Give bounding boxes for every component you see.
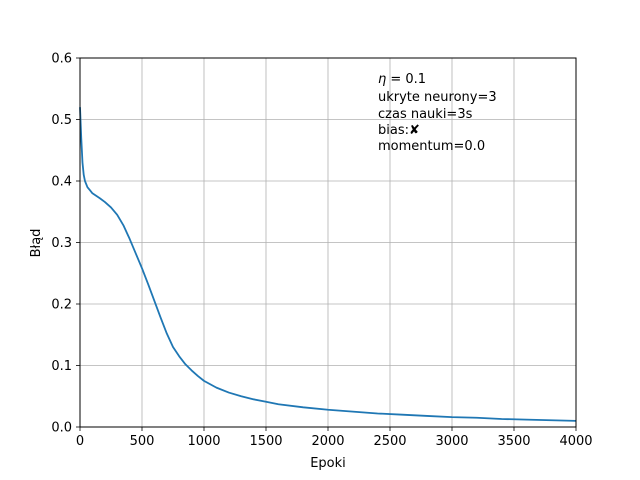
x-tick-label: 500 <box>130 434 155 449</box>
y-tick-label: 0.3 <box>51 236 72 251</box>
series-line <box>79 107 577 422</box>
annotation-eta-symbol: η <box>378 72 386 87</box>
x-tick-label: 4000 <box>559 434 592 449</box>
x-tick-label: 0 <box>76 434 84 449</box>
y-axis: 0.0 0.1 0.2 0.3 0.4 0.5 0.6 <box>51 52 80 436</box>
x-tick-label: 2000 <box>311 434 344 449</box>
x-tick-label: 1000 <box>187 434 220 449</box>
y-tick-label: 0.6 <box>51 52 72 67</box>
series-layer <box>79 107 577 422</box>
x-tick-label: 2500 <box>373 434 406 449</box>
annotation-box: η = 0.1 ukryte neurony=3 czas nauki=3s b… <box>378 72 497 154</box>
y-tick-label: 0.0 <box>51 421 72 436</box>
y-tick-label: 0.4 <box>51 175 72 190</box>
grid <box>79 57 577 428</box>
y-axis-label: Błąd <box>29 229 44 258</box>
annotation-bias: bias:✘ <box>378 123 420 138</box>
annotation-eta: η = 0.1 <box>378 72 426 87</box>
annotation-training-time: czas nauki=3s <box>378 107 473 122</box>
x-axis: 0 500 1000 1500 2000 2500 3000 3500 4000 <box>76 427 593 449</box>
x-tick-label: 3500 <box>497 434 530 449</box>
y-tick-label: 0.5 <box>51 113 72 128</box>
x-tick-label: 3000 <box>435 434 468 449</box>
annotation-eta-value: = 0.1 <box>386 72 426 87</box>
annotation-hidden-neurons: ukryte neurony=3 <box>378 90 497 105</box>
y-tick-label: 0.1 <box>51 359 72 374</box>
y-tick-label: 0.2 <box>51 298 72 313</box>
x-axis-label: Epoki <box>310 456 346 471</box>
x-tick-label: 1500 <box>249 434 282 449</box>
annotation-momentum: momentum=0.0 <box>378 139 485 154</box>
